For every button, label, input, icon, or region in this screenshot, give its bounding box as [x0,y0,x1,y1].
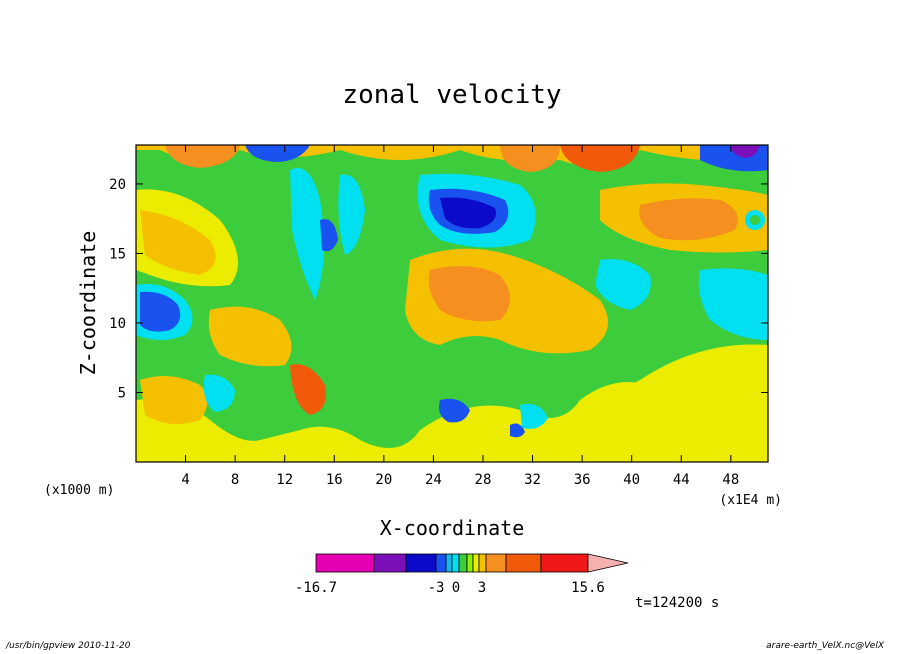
x-axis: 4 8 12 16 20 24 28 32 36 40 44 48 [181,145,739,488]
colorbar-segment [435,553,447,573]
footer-left: /usr/bin/gpview 2010-11-20 [6,641,131,651]
y-axis: 5 10 15 20 [109,177,768,401]
colorbar-segment [485,553,507,573]
plot-frame [135,144,769,463]
y-tick-label: 5 [118,385,126,401]
x-tick-label: 8 [231,472,239,488]
colorbar-segment [445,553,453,573]
x-unit-label: (x1E4 m) [719,493,782,508]
x-tick-label: 20 [375,472,392,488]
colorbar-labels: -16.7 -3 0 3 15.6 [295,580,605,596]
x-tick-label: 16 [326,472,343,488]
y-tick-label: 20 [109,177,126,193]
colorbar-segment [466,553,474,573]
chart-title: zonal velocity [342,80,561,110]
colorbar-segment [505,553,542,573]
colorbar-segment [451,553,460,573]
x-tick-label: 28 [475,472,492,488]
y-axis-label: Z-coordinate [76,231,100,376]
colorbar-label: 0 [452,580,460,596]
y-tick-label: 10 [109,316,126,332]
colorbar-label: 3 [478,580,486,596]
footer-right: arare-earth_VelX.nc@VelX [766,641,884,651]
x-tick-label: 48 [722,472,739,488]
x-tick-label: 24 [425,472,442,488]
x-axis-label: X-coordinate [380,516,525,540]
heatmap-field [136,145,768,462]
x-tick-label: 4 [181,472,189,488]
colorbar-segment [373,553,407,573]
colorbar-extension-tip [587,553,629,573]
colorbar-segment [458,553,468,573]
colorbar-segment [540,553,589,573]
x-tick-label: 32 [524,472,541,488]
colorbar-label: 15.6 [571,580,605,596]
colorbar-label: -3 [428,580,445,596]
x-tick-label: 12 [276,472,293,488]
x-tick-label: 44 [673,472,690,488]
x-tick-label: 36 [574,472,591,488]
colorbar-segment [315,553,375,573]
colorbar-label: -16.7 [295,580,337,596]
colorbar-segment [405,553,437,573]
colorbar-segment [472,553,480,573]
x-tick-label: 40 [623,472,640,488]
time-label: t=124200 s [635,595,719,611]
y-unit-label: (x1000 m) [44,483,114,498]
colorbar-segment [478,553,487,573]
colorbar [315,553,629,573]
y-tick-label: 15 [109,246,126,262]
